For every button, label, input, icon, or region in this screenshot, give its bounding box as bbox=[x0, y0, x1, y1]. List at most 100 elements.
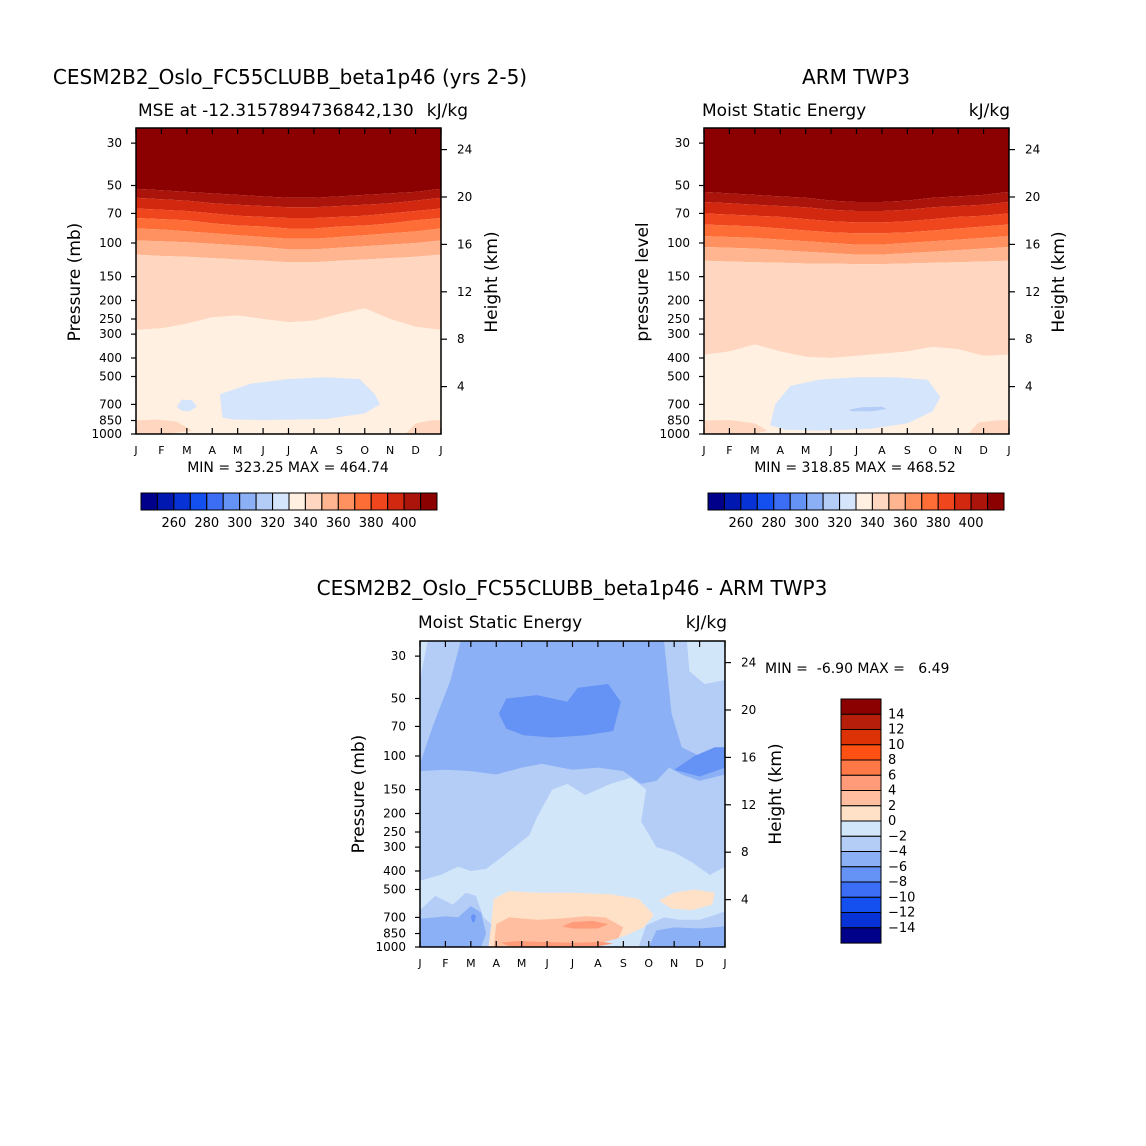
panel-model-colorbar: 260 280 300 320 340 360 380 400 bbox=[140, 492, 438, 531]
y-tick-label: 1000 bbox=[91, 427, 122, 441]
colorbar-swatch bbox=[987, 492, 1005, 511]
x-tick-label: N bbox=[386, 444, 394, 457]
x-tick-label: F bbox=[158, 444, 164, 457]
x-tick-label: N bbox=[954, 444, 962, 457]
y-tick-label: 100 bbox=[383, 749, 406, 763]
colorbar-label: 320 bbox=[260, 516, 285, 531]
colorbar-swatch bbox=[840, 912, 882, 929]
colorbar-swatch bbox=[740, 492, 758, 511]
x-tick-label: D bbox=[695, 957, 703, 970]
y-tick-label: 70 bbox=[391, 719, 406, 733]
x-tick-label: A bbox=[310, 444, 318, 457]
y-tick-label: 1000 bbox=[659, 427, 690, 441]
x-tick-label: M bbox=[466, 957, 476, 970]
colorbar-swatch bbox=[222, 492, 241, 511]
panel-obs-subtitle-right: kJ/kg bbox=[969, 101, 1010, 121]
height-tick-label: 12 bbox=[1025, 285, 1040, 299]
x-tick-label: A bbox=[208, 444, 216, 457]
colorbar-swatch bbox=[806, 492, 824, 511]
colorbar-label: −14 bbox=[888, 921, 915, 936]
y-tick-label: 70 bbox=[675, 206, 690, 220]
colorbar-swatch bbox=[288, 492, 306, 511]
colorbar-label: 14 bbox=[888, 707, 905, 722]
y-tick-label: 300 bbox=[383, 840, 406, 854]
colorbar-swatch bbox=[321, 492, 339, 511]
colorbar-swatch bbox=[840, 881, 882, 898]
colorbar-swatch bbox=[839, 492, 857, 511]
height-tick-label: 8 bbox=[1025, 332, 1033, 346]
contour-band bbox=[704, 236, 1009, 255]
y-tick-label: 150 bbox=[667, 270, 690, 284]
colorbar-swatch bbox=[970, 492, 988, 511]
height-tick-label: 20 bbox=[741, 703, 756, 717]
colorbar-swatch bbox=[272, 492, 290, 511]
x-tick-label: F bbox=[726, 444, 732, 457]
height-tick-label: 24 bbox=[457, 143, 472, 157]
colorbar-swatch bbox=[403, 492, 422, 511]
contour-band bbox=[136, 240, 441, 263]
y-tick-label: 700 bbox=[667, 397, 690, 411]
y-tick-label: 700 bbox=[383, 910, 406, 924]
colorbar-swatch bbox=[840, 774, 882, 792]
contour-region bbox=[648, 926, 725, 947]
colorbar-label: 260 bbox=[728, 516, 753, 531]
panel-diff-subtitle-left: Moist Static Energy bbox=[418, 613, 582, 633]
contour-region bbox=[219, 377, 380, 420]
panel-model-subtitle-right: kJ/kg bbox=[427, 101, 468, 121]
contour-band bbox=[704, 191, 1009, 211]
y-tick-label: 400 bbox=[667, 351, 690, 365]
panel-model-ylabel-right: Height (km) bbox=[482, 231, 502, 332]
contour-band bbox=[136, 218, 441, 239]
contour-region bbox=[704, 420, 768, 434]
colorbar-swatch bbox=[840, 896, 882, 914]
x-tick-label: A bbox=[492, 957, 500, 970]
panel-model-minmax: MIN = 323.25 MAX = 464.74 bbox=[187, 460, 389, 476]
panel-diff-title: CESM2B2_Oslo_FC55CLUBB_beta1p46 - ARM TW… bbox=[317, 576, 828, 600]
colorbar-swatch bbox=[773, 492, 791, 511]
colorbar-label: 0 bbox=[888, 814, 896, 829]
y-tick-label: 400 bbox=[383, 864, 406, 878]
height-tick-label: 24 bbox=[1025, 143, 1040, 157]
x-tick-label: M bbox=[801, 444, 811, 457]
colorbar-swatch bbox=[173, 492, 191, 511]
panel-diff-ylabel: Pressure (mb) bbox=[349, 735, 369, 854]
y-tick-label: 1000 bbox=[375, 940, 406, 954]
contour-band-top bbox=[704, 128, 1009, 192]
y-tick-label: 300 bbox=[99, 327, 122, 341]
colorbar-label: 400 bbox=[959, 516, 984, 531]
y-tick-label: 50 bbox=[675, 178, 690, 192]
height-tick-label: 20 bbox=[457, 190, 472, 204]
x-tick-label: J bbox=[417, 957, 421, 970]
colorbar-swatch bbox=[354, 492, 372, 511]
y-tick-label: 250 bbox=[99, 312, 122, 326]
height-tick-label: 8 bbox=[741, 845, 749, 859]
contour-band bbox=[704, 213, 1009, 234]
y-tick-label: 850 bbox=[667, 414, 690, 428]
x-tick-label: J bbox=[438, 444, 442, 457]
height-tick-label: 12 bbox=[457, 285, 472, 299]
x-tick-label: J bbox=[286, 444, 290, 457]
panel-obs-subtitle-left: Moist Static Energy bbox=[702, 101, 866, 121]
contour-region bbox=[176, 399, 197, 412]
colorbar-label: 360 bbox=[326, 516, 351, 531]
colorbar-swatch bbox=[840, 729, 882, 746]
x-tick-label: M bbox=[233, 444, 243, 457]
colorbar-swatch bbox=[789, 492, 808, 511]
y-tick-label: 500 bbox=[667, 370, 690, 384]
contour-region bbox=[501, 941, 614, 947]
colorbar-swatch bbox=[840, 835, 882, 853]
y-tick-label: 500 bbox=[383, 883, 406, 897]
y-tick-label: 250 bbox=[383, 825, 406, 839]
height-tick-label: 8 bbox=[457, 332, 465, 346]
panel-obs: ARM TWP3 Moist Static Energy kJ/kg press… bbox=[633, 65, 1069, 531]
colorbar-swatch bbox=[840, 744, 882, 761]
colorbar-swatch bbox=[840, 851, 882, 868]
contour-band bbox=[136, 228, 441, 250]
height-tick-label: 4 bbox=[457, 380, 465, 394]
colorbar-swatch bbox=[370, 492, 389, 511]
y-tick-label: 200 bbox=[383, 806, 406, 820]
colorbar-label: 360 bbox=[893, 516, 918, 531]
colorbar-swatch bbox=[337, 492, 356, 511]
